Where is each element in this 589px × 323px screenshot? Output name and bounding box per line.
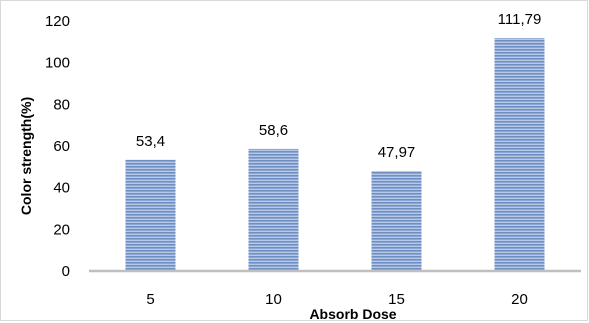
x-tick-label: 5 bbox=[146, 291, 154, 308]
x-tick-label: 10 bbox=[265, 291, 282, 308]
data-label: 111,79 bbox=[498, 11, 542, 28]
y-tick-label: 0 bbox=[62, 263, 70, 280]
bars-layer bbox=[125, 38, 545, 271]
axis-layer: 0 20 40 60 80 100 120 5 10 15 20 bbox=[45, 13, 581, 308]
labels-layer: 53,4 58,6 47,97 111,79 bbox=[136, 11, 541, 161]
y-tick-label: 40 bbox=[53, 180, 70, 197]
y-tick-label: 80 bbox=[53, 96, 70, 113]
bar bbox=[125, 159, 176, 271]
y-tick-label: 60 bbox=[53, 138, 70, 155]
y-axis-title: Color strength(%) bbox=[18, 97, 34, 215]
y-tick-label: 120 bbox=[45, 13, 70, 30]
bar bbox=[248, 148, 299, 271]
bar bbox=[371, 171, 422, 271]
data-label: 47,97 bbox=[378, 144, 416, 161]
x-tick-label: 20 bbox=[511, 291, 528, 308]
data-label: 53,4 bbox=[136, 133, 165, 150]
y-tick-label: 100 bbox=[45, 55, 70, 72]
bar bbox=[494, 38, 545, 271]
x-axis-title: Absorb Dose bbox=[309, 306, 396, 322]
y-tick-label: 20 bbox=[53, 221, 70, 238]
data-label: 58,6 bbox=[259, 122, 288, 139]
x-tick-label: 15 bbox=[388, 291, 405, 308]
